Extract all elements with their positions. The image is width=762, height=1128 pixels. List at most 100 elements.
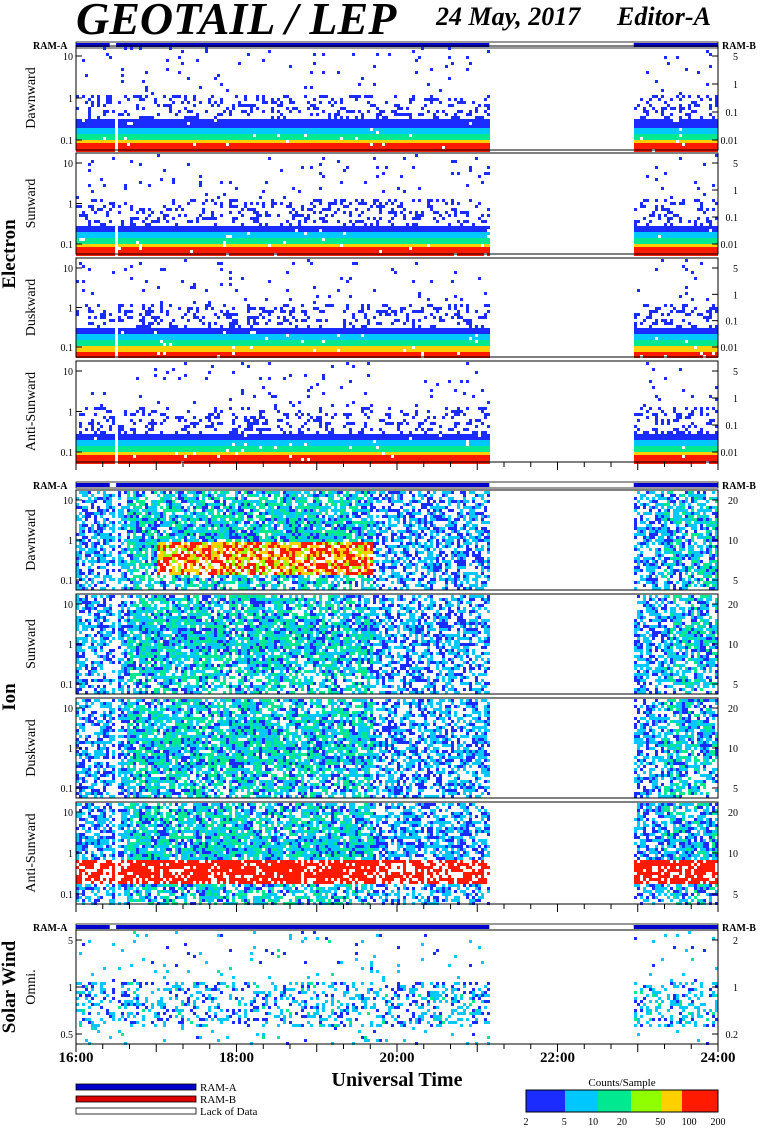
right-tick-label: 0.1 — [726, 421, 739, 432]
ram-a-segment — [633, 483, 718, 487]
right-tick-label: 10 — [728, 536, 738, 547]
spectrogram-cells — [76, 595, 718, 694]
left-tick-label: 10 — [63, 496, 73, 507]
panel-label: Sunward — [24, 619, 39, 669]
x-tick-label: 16:00 — [59, 1050, 94, 1066]
left-tick-label: 0.5 — [61, 1030, 74, 1041]
right-tick-label: 0.01 — [721, 136, 739, 147]
left-tick-label: 10 — [63, 264, 73, 275]
right-tick-label: 5 — [733, 264, 738, 275]
ram-right-label: RAM-B — [722, 923, 756, 934]
ram-right-label: RAM-B — [722, 481, 756, 492]
x-axis-label: Universal Time — [332, 1069, 463, 1091]
ram-a-segment — [116, 483, 490, 487]
right-tick-label: 1 — [733, 983, 738, 994]
panel-label: Dawnward — [24, 509, 39, 570]
right-tick-label: 2 — [733, 936, 738, 947]
colorbar-tick-label: 50 — [655, 1117, 665, 1128]
left-tick-label: 0.1 — [61, 680, 74, 691]
left-tick-label: 1 — [68, 536, 73, 547]
colorbar-tick-label: 10 — [588, 1117, 598, 1128]
right-tick-label: 1 — [733, 394, 738, 405]
panel-label: Duskward — [24, 719, 39, 777]
right-tick-label: 20 — [728, 808, 738, 819]
right-tick-label: 10 — [728, 640, 738, 651]
spectrogram-cells — [76, 154, 718, 256]
left-tick-label: 0.1 — [61, 784, 74, 795]
right-tick-label: 0.01 — [721, 343, 739, 354]
left-tick-label: 1 — [68, 304, 73, 315]
right-tick-label: 20 — [728, 600, 738, 611]
left-tick-label: 0.1 — [61, 576, 74, 587]
spectrogram-cells — [76, 47, 718, 152]
right-tick-label: 5 — [733, 680, 738, 691]
right-tick-label: 20 — [728, 704, 738, 715]
left-tick-label: 1 — [68, 94, 73, 105]
right-tick-label: 0.1 — [726, 108, 739, 119]
colorbar-tick-label: 100 — [682, 1117, 697, 1128]
left-tick-label: 10 — [63, 600, 73, 611]
left-tick-label: 1 — [68, 408, 73, 419]
right-tick-label: 5 — [733, 159, 738, 170]
x-tick-label: 22:00 — [540, 1050, 575, 1066]
group-label: Ion — [0, 683, 20, 711]
left-tick-label: 5 — [68, 936, 73, 947]
legend-swatch — [75, 1095, 197, 1103]
spectrogram-cells — [76, 259, 718, 358]
ram-left-label: RAM-A — [33, 481, 68, 492]
left-tick-label: 10 — [63, 704, 73, 715]
left-tick-label: 10 — [63, 52, 73, 63]
left-tick-label: 1 — [68, 983, 73, 994]
left-tick-label: 1 — [68, 640, 73, 651]
legend-label: RAM-B — [200, 1094, 236, 1106]
left-tick-label: 0.1 — [61, 448, 74, 459]
right-tick-label: 1 — [733, 186, 738, 197]
group-label: Solar Wind — [0, 940, 20, 1033]
left-tick-label: 0.1 — [61, 343, 74, 354]
right-tick-label: 0.1 — [726, 213, 739, 224]
plot-date: 24 May, 2017 — [436, 2, 580, 32]
ram-left-label: RAM-A — [33, 923, 68, 934]
left-tick-label: 0.1 — [61, 890, 74, 901]
x-tick-label: 18:00 — [219, 1050, 254, 1066]
right-tick-label: 5 — [733, 52, 738, 63]
right-tick-label: 5 — [733, 576, 738, 587]
right-tick-label: 20 — [728, 496, 738, 507]
panel-label: Duskward — [24, 279, 39, 337]
spectrogram-cells — [76, 699, 718, 798]
spectrogram-cells — [76, 491, 718, 590]
panel-label: Anti-Sunward — [24, 372, 39, 451]
right-tick-label: 5 — [733, 784, 738, 795]
left-tick-label: 10 — [63, 159, 73, 170]
left-tick-label: 1 — [68, 849, 73, 860]
right-tick-label: 10 — [728, 744, 738, 755]
legend-label: Lack of Data — [200, 1106, 258, 1118]
colorbar-tick-label: 200 — [711, 1117, 726, 1128]
ram-a-segment — [633, 43, 718, 47]
right-tick-label: 1 — [733, 290, 738, 301]
left-tick-label: 10 — [63, 808, 73, 819]
panel-label: Omni. — [24, 969, 39, 1004]
panel-label: Anti-Sunward — [24, 813, 39, 892]
plot-title: GEOTAIL / LEP — [76, 0, 396, 45]
right-tick-label: 1 — [733, 80, 738, 91]
group-label: Electron — [0, 219, 20, 289]
ram-a-segment — [76, 43, 110, 47]
left-tick-label: 0.1 — [61, 136, 74, 147]
legend-swatch — [75, 1107, 197, 1115]
x-tick-label: 24:00 — [701, 1050, 736, 1066]
right-tick-label: 0.2 — [726, 1030, 739, 1041]
left-tick-label: 1 — [68, 200, 73, 211]
colorbar-tick-label: 2 — [524, 1117, 529, 1128]
ram-a-segment — [116, 43, 490, 47]
legend-swatch — [75, 1083, 197, 1091]
panel-label: Sunward — [24, 179, 39, 229]
colorbar-title: Counts/Sample — [588, 1077, 655, 1089]
colorbar-gradient — [526, 1090, 719, 1112]
ram-right-label: RAM-B — [722, 41, 756, 52]
spectrogram-cells — [76, 803, 718, 905]
ram-a-segment — [76, 925, 110, 929]
right-tick-label: 0.01 — [721, 448, 739, 459]
plot-editor: Editor-A — [617, 2, 711, 32]
